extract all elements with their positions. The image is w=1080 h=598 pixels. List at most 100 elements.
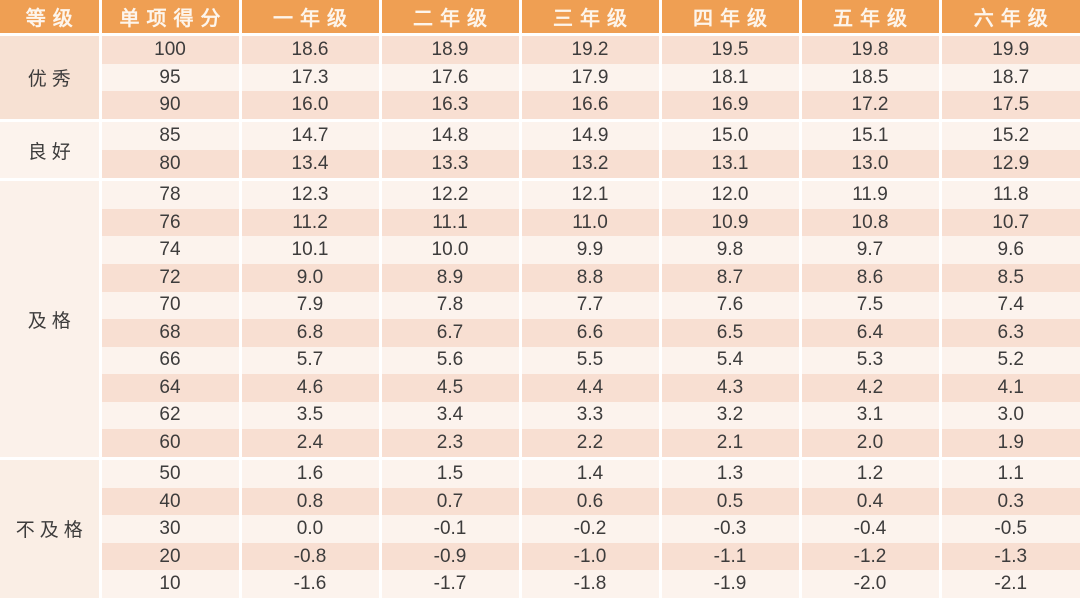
value-cell: 15.0 [660, 119, 802, 151]
value-cell: 6.8 [240, 319, 382, 347]
value-cell: 8.7 [660, 264, 802, 292]
value-cell: 18.7 [940, 63, 1080, 92]
score-cell: 10 [100, 570, 242, 598]
table-row: 30 0.0 -0.1 -0.2 -0.3 -0.4 -0.5 [0, 515, 1080, 543]
value-cell: 9.7 [800, 236, 942, 264]
score-cell: 20 [100, 542, 242, 571]
value-cell: 2.0 [800, 429, 942, 459]
value-cell: 3.2 [660, 401, 802, 430]
value-cell: 6.4 [800, 319, 942, 347]
score-cell: 62 [100, 401, 242, 430]
table-row: 60 2.4 2.3 2.2 2.1 2.0 1.9 [0, 429, 1080, 459]
table-row: 不及格 50 1.6 1.5 1.4 1.3 1.2 1.1 [0, 456, 1080, 598]
value-cell: 9.6 [940, 236, 1080, 264]
value-cell: 9.9 [520, 236, 662, 264]
score-cell: 30 [100, 515, 242, 543]
value-cell: 13.4 [240, 150, 382, 180]
value-cell: 15.1 [800, 119, 942, 151]
score-cell: 66 [100, 346, 242, 375]
value-cell: 13.3 [380, 150, 522, 180]
value-cell: -0.1 [380, 515, 522, 543]
score-cell: 72 [100, 264, 242, 292]
value-cell: 0.0 [240, 515, 382, 543]
value-cell: 8.6 [800, 264, 942, 292]
score-cell: 85 [100, 119, 242, 151]
value-cell: 7.8 [380, 291, 522, 320]
value-cell: 11.1 [380, 208, 522, 237]
value-cell: 9.0 [240, 264, 382, 292]
score-cell: 64 [100, 374, 242, 402]
value-cell: 1.9 [940, 429, 1080, 459]
column-header: 单项得分 [100, 0, 242, 36]
value-cell: 19.8 [800, 32, 942, 64]
value-cell: 18.9 [380, 32, 522, 64]
value-cell: 12.2 [380, 178, 522, 209]
value-cell: 1.2 [800, 456, 942, 488]
value-cell: 0.4 [800, 487, 942, 516]
value-cell: 16.9 [660, 91, 802, 121]
grade-group-label: 不及格 [0, 456, 102, 598]
table-body: 优秀 100 18.6 18.9 19.2 19.5 19.8 19.9 95 17.3 17.6 1… [0, 32, 1080, 598]
value-cell: 1.5 [380, 456, 522, 488]
table-row: 70 7.9 7.8 7.7 7.6 7.5 7.4 [0, 291, 1080, 320]
table-row: 80 13.4 13.3 13.2 13.1 13.0 12.9 [0, 150, 1080, 180]
value-cell: 9.8 [660, 236, 802, 264]
value-cell: -1.6 [240, 570, 382, 598]
value-cell: 12.3 [240, 178, 382, 209]
table-row: 72 9.0 8.9 8.8 8.7 8.6 8.5 [0, 264, 1080, 292]
value-cell: 12.0 [660, 178, 802, 209]
value-cell: 17.2 [800, 91, 942, 121]
value-cell: 4.1 [940, 374, 1080, 402]
table-row: 74 10.1 10.0 9.9 9.8 9.7 9.6 [0, 236, 1080, 264]
value-cell: 11.8 [940, 178, 1080, 209]
table-header: 等级 单项得分 一年级 二年级 三年级 四年级 五年级 六年级 [0, 0, 1080, 36]
value-cell: 1.4 [520, 456, 662, 488]
value-cell: -0.2 [520, 515, 662, 543]
value-cell: 5.6 [380, 346, 522, 375]
table-row: 95 17.3 17.6 17.9 18.1 18.5 18.7 [0, 63, 1080, 92]
value-cell: 16.3 [380, 91, 522, 121]
value-cell: 5.3 [800, 346, 942, 375]
value-cell: 10.1 [240, 236, 382, 264]
value-cell: -1.8 [520, 570, 662, 598]
value-cell: 14.9 [520, 119, 662, 151]
value-cell: -1.7 [380, 570, 522, 598]
score-cell: 76 [100, 208, 242, 237]
value-cell: -0.3 [660, 515, 802, 543]
value-cell: 14.7 [240, 119, 382, 151]
value-cell: 3.4 [380, 401, 522, 430]
value-cell: 5.2 [940, 346, 1080, 375]
value-cell: 19.5 [660, 32, 802, 64]
value-cell: -1.1 [660, 542, 802, 571]
value-cell: 0.3 [940, 487, 1080, 516]
value-cell: 4.5 [380, 374, 522, 402]
value-cell: 12.9 [940, 150, 1080, 180]
grade-group-label: 良好 [0, 119, 102, 180]
score-cell: 95 [100, 63, 242, 92]
value-cell: -1.0 [520, 542, 662, 571]
table-row: 76 11.2 11.1 11.0 10.9 10.8 10.7 [0, 208, 1080, 237]
value-cell: 18.6 [240, 32, 382, 64]
value-cell: 13.0 [800, 150, 942, 180]
table-row: 20 -0.8 -0.9 -1.0 -1.1 -1.2 -1.3 [0, 542, 1080, 571]
column-header: 四年级 [660, 0, 802, 36]
table-row: 62 3.5 3.4 3.3 3.2 3.1 3.0 [0, 401, 1080, 430]
value-cell: -1.9 [660, 570, 802, 598]
value-cell: 3.3 [520, 401, 662, 430]
value-cell: 16.0 [240, 91, 382, 121]
score-cell: 68 [100, 319, 242, 347]
value-cell: 17.3 [240, 63, 382, 92]
score-cell: 78 [100, 178, 242, 209]
value-cell: 18.1 [660, 63, 802, 92]
value-cell: 17.9 [520, 63, 662, 92]
value-cell: -2.0 [800, 570, 942, 598]
value-cell: -0.9 [380, 542, 522, 571]
score-cell: 50 [100, 456, 242, 488]
value-cell: 2.2 [520, 429, 662, 459]
value-cell: 17.5 [940, 91, 1080, 121]
value-cell: 13.1 [660, 150, 802, 180]
score-cell: 80 [100, 150, 242, 180]
value-cell: 11.2 [240, 208, 382, 237]
